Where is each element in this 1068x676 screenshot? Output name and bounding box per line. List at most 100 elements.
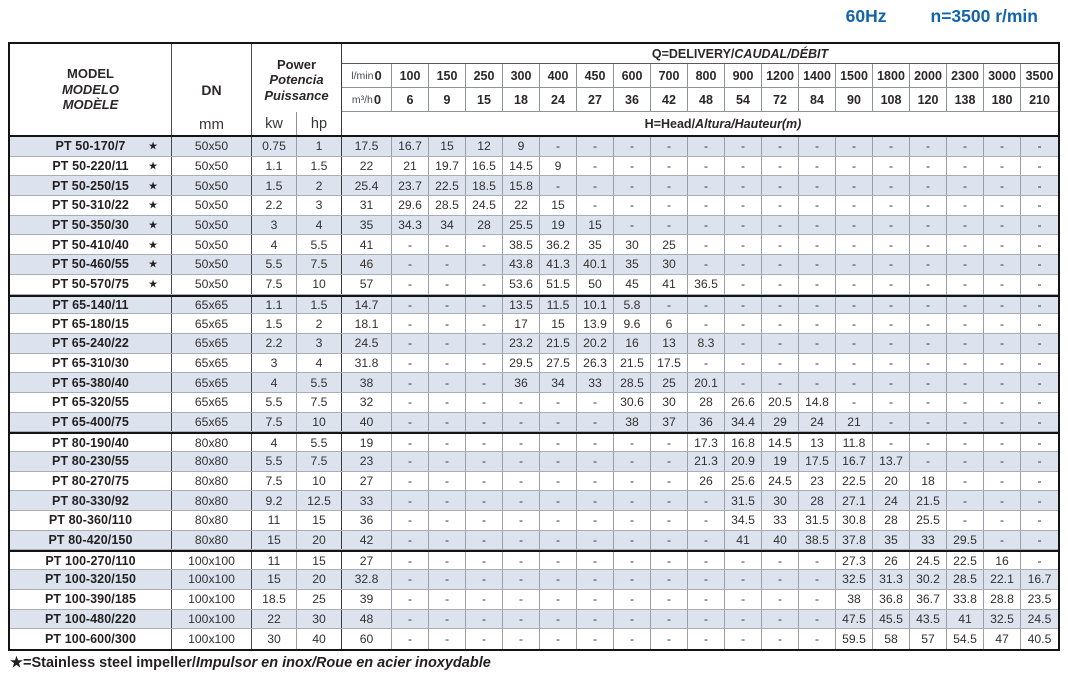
model-cell: PT 65-180/15 bbox=[10, 314, 172, 333]
table-row-pt-80-190-40: PT 80-190/40 80x80 4 5.5 19- - - - - - - -17.3 16.8 1… bbox=[10, 432, 1058, 452]
table-row-pt-65-180-15: PT 65-180/15 65x65 1.5 2 18.1- - -17 15 13.9 9.6 6… bbox=[10, 314, 1058, 334]
head-value: - bbox=[466, 255, 503, 274]
head-value: 34 bbox=[429, 215, 466, 235]
head-value: 28.5 bbox=[614, 373, 651, 392]
head-value: - bbox=[910, 296, 947, 314]
head-value: - bbox=[466, 392, 503, 412]
dn-cell: 100x100 bbox=[172, 552, 252, 570]
head-value: - bbox=[429, 629, 466, 649]
head-value: - bbox=[429, 552, 466, 570]
head-value: - bbox=[577, 491, 614, 511]
head-value: - bbox=[466, 434, 503, 451]
head-value: - bbox=[392, 392, 429, 412]
flow-m3h-36: 36 bbox=[614, 88, 651, 112]
head-value: - bbox=[503, 530, 540, 550]
head-value: - bbox=[651, 471, 688, 491]
head-value: 30 bbox=[762, 491, 799, 511]
model-label: PT 65-310/30 bbox=[52, 355, 129, 370]
head-value: - bbox=[1037, 336, 1042, 351]
head-value: 24.5 bbox=[910, 552, 947, 570]
dn-cell: 65x65 bbox=[172, 333, 252, 353]
kw-cell: 7.5 bbox=[252, 471, 297, 491]
model-cell: PT 80-190/40 bbox=[10, 434, 172, 451]
head-value: 33.8 bbox=[947, 589, 984, 609]
head-value: 30 bbox=[651, 392, 688, 412]
head-value: 16.5 bbox=[466, 156, 503, 176]
table-row-pt-100-390-185: PT 100-390/185 100x100 18.5 25 39- - - - - - - - - - -… bbox=[10, 589, 1058, 610]
head-value: - bbox=[762, 552, 799, 570]
kw-cell: 30 bbox=[252, 629, 297, 649]
head-value: - bbox=[429, 274, 466, 294]
head-value: - bbox=[947, 412, 984, 432]
head-value: - bbox=[688, 314, 725, 333]
head-value: - bbox=[392, 296, 429, 314]
dn-cell: 65x65 bbox=[172, 373, 252, 392]
head-value: - bbox=[614, 471, 651, 491]
head-value: - bbox=[688, 156, 725, 176]
head-value: - bbox=[688, 530, 725, 550]
head-value: 37 bbox=[651, 412, 688, 432]
head-value: - bbox=[688, 296, 725, 314]
head-value: - bbox=[947, 255, 984, 274]
head-value: - bbox=[503, 552, 540, 570]
head-value: - bbox=[577, 156, 614, 176]
flow-m3h-180: 180 bbox=[984, 88, 1021, 112]
head-value: - bbox=[947, 434, 984, 451]
head-value: - bbox=[1037, 198, 1042, 213]
head-value: 41 bbox=[651, 274, 688, 294]
kw-cell: 11 bbox=[252, 511, 297, 530]
flow-lmin-1200: 1200 bbox=[762, 64, 799, 88]
head-value: - bbox=[873, 176, 910, 196]
head-value: - bbox=[614, 570, 651, 589]
head-value: - bbox=[392, 552, 429, 570]
hp-cell: 3 bbox=[297, 196, 342, 215]
head-value: - bbox=[577, 137, 614, 156]
head-value: 20 bbox=[873, 471, 910, 491]
head-value: - bbox=[577, 412, 614, 432]
head-value: - bbox=[466, 511, 503, 530]
head-value: - bbox=[651, 452, 688, 471]
head-value: 28.5 bbox=[429, 196, 466, 215]
head-value: 28.8 bbox=[984, 589, 1021, 609]
head-value: 24 bbox=[799, 412, 836, 432]
head-value: - bbox=[503, 609, 540, 629]
head-value: 57 bbox=[342, 274, 392, 294]
head-value: - bbox=[392, 452, 429, 471]
head-value: - bbox=[836, 196, 873, 215]
head-value: 22.5 bbox=[429, 176, 466, 196]
flow-lmin-150: 150 bbox=[429, 64, 466, 88]
model-cell: PT 65-310/30 bbox=[10, 353, 172, 373]
head-value: - bbox=[762, 296, 799, 314]
stainless-steel-star-icon: ★ bbox=[148, 180, 158, 193]
flow-lmin-900: 900 bbox=[725, 64, 762, 88]
head-value: - bbox=[836, 314, 873, 333]
head-value: - bbox=[799, 156, 836, 176]
dn-cell: 100x100 bbox=[172, 589, 252, 609]
head-value: - bbox=[651, 491, 688, 511]
head-value: - bbox=[910, 412, 947, 432]
head-value: - bbox=[429, 333, 466, 353]
head-value: - bbox=[503, 471, 540, 491]
head-value: 6 bbox=[651, 314, 688, 333]
head-value: - bbox=[947, 353, 984, 373]
head-value: 5.8 bbox=[614, 296, 651, 314]
hp-cell: 10 bbox=[297, 412, 342, 432]
head-value: - bbox=[429, 373, 466, 392]
stainless-steel-star-icon: ★ bbox=[148, 140, 158, 153]
head-value: 8.3 bbox=[688, 333, 725, 353]
head-value: 17.5 bbox=[799, 452, 836, 471]
head-value: - bbox=[688, 629, 725, 649]
delivery-title-es-fr: CAUDAL/DÉBIT bbox=[734, 46, 829, 61]
head-value: - bbox=[947, 471, 984, 491]
head-value: 30.2 bbox=[910, 570, 947, 589]
kw-cell: 1.5 bbox=[252, 176, 297, 196]
model-cell: PT 100-480/220 bbox=[10, 609, 172, 629]
head-value: 13 bbox=[651, 333, 688, 353]
head-value: 34.3 bbox=[392, 215, 429, 235]
head-value: - bbox=[429, 471, 466, 491]
head-value: - bbox=[762, 176, 799, 196]
head-value: 40.5 bbox=[1027, 632, 1052, 647]
head-value: - bbox=[762, 333, 799, 353]
head-value: 16.7 bbox=[1027, 572, 1052, 587]
